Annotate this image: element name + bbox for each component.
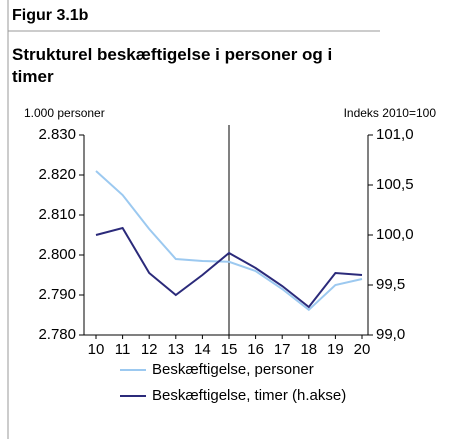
y2-tick-label: 100,0: [376, 226, 414, 243]
x-tick-label: 10: [88, 341, 105, 358]
y-tick-label: 2.800: [38, 246, 76, 263]
x-tick-label: 12: [141, 341, 158, 358]
series-line: [95, 226, 363, 309]
legend-label: Beskæftigelse, personer: [152, 361, 314, 378]
x-tick-label: 15: [221, 341, 238, 358]
y2-axis-label: Indeks 2010=100: [344, 106, 437, 120]
x-tick-label: 18: [300, 341, 317, 358]
x-tick-label: 20: [354, 341, 371, 358]
y-tick-label: 2.820: [38, 166, 76, 183]
x-tick-label: 19: [327, 341, 344, 358]
figure-label: Figur 3.1b: [12, 7, 89, 24]
x-tick-label: 11: [115, 341, 131, 358]
y-tick-label: 2.780: [38, 326, 76, 343]
y2-tick-label: 99,0: [376, 326, 405, 343]
y2-tick-label: 100,5: [376, 176, 414, 193]
y2-tick-label: 99,5: [376, 276, 405, 293]
y-tick-label: 2.830: [38, 126, 76, 143]
series-line: [95, 170, 363, 312]
chart-title: Strukturel beskæftigelse i personer og i…: [12, 45, 332, 86]
y-axis-label: 1.000 personer: [24, 106, 105, 120]
legend-label: Beskæftigelse, timer (h.akse): [152, 387, 346, 404]
x-tick-label: 14: [194, 341, 211, 358]
y-tick-label: 2.810: [38, 206, 76, 223]
x-tick-label: 17: [274, 341, 291, 358]
y2-tick-label: 101,0: [376, 126, 414, 143]
x-tick-label: 13: [167, 341, 184, 358]
x-tick-label: 16: [247, 341, 264, 358]
y-tick-label: 2.790: [38, 286, 76, 303]
